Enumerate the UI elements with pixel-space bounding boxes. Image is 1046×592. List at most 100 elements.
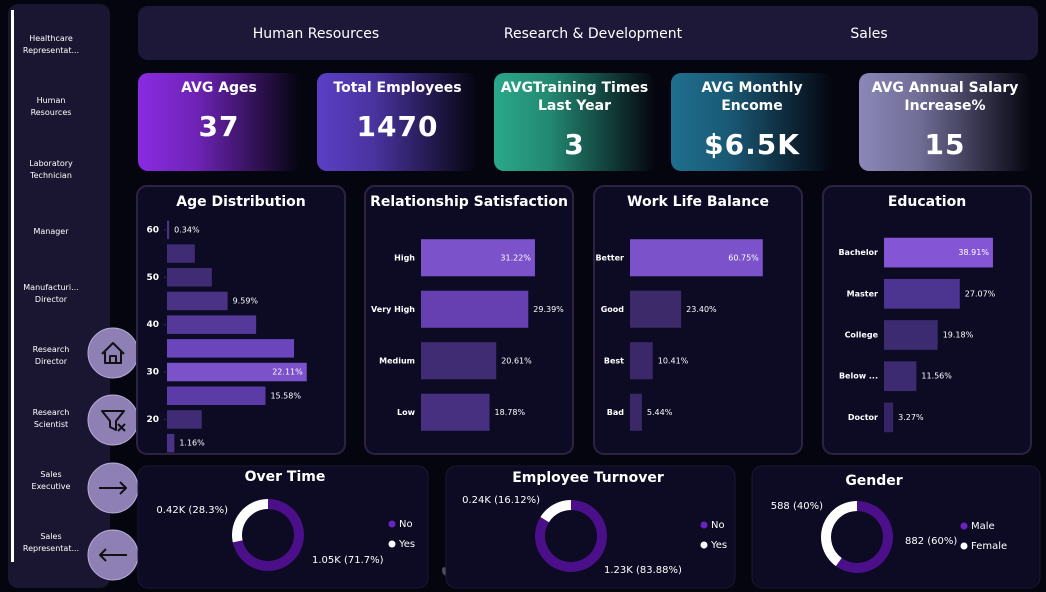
donut-slice xyxy=(820,501,857,567)
value-label: 0.42K (28.3%) xyxy=(156,505,228,516)
bar xyxy=(884,237,993,268)
legend-item[interactable]: No xyxy=(388,519,413,530)
y-tick-label: 20 xyxy=(146,415,159,425)
value-label: 9.59% xyxy=(233,296,259,305)
sidebar-item[interactable]: Sales Executive xyxy=(31,469,71,491)
value-label: 22.11% xyxy=(272,368,303,377)
value-label: 27.07% xyxy=(965,289,996,298)
kpi-label: AVGTraining Times Last Year xyxy=(500,80,649,114)
nav-button[interactable] xyxy=(87,529,139,581)
legend-marker xyxy=(700,541,708,549)
donut-slice xyxy=(540,500,571,523)
bar xyxy=(167,410,202,429)
kpi-value: 37 xyxy=(198,110,240,143)
value-label: 20.61% xyxy=(501,356,532,365)
sidebar-item[interactable]: Manufacturi... Director xyxy=(23,283,79,304)
category-label: Medium xyxy=(379,356,415,365)
tab[interactable]: Sales xyxy=(850,26,887,42)
chart-panel xyxy=(593,185,803,455)
category-label: Below ... xyxy=(839,372,878,381)
value-label: 588 (40%) xyxy=(771,501,823,512)
bar xyxy=(630,290,682,328)
nav-icon xyxy=(99,481,127,495)
bar xyxy=(421,239,535,277)
chart-title: Age Distribution xyxy=(176,194,305,210)
sidebar-item[interactable]: Laboratory Technician xyxy=(29,158,73,180)
nav-button[interactable] xyxy=(87,327,139,379)
y-tick-label: 30 xyxy=(146,368,159,378)
kpi-card: AVGTraining Times Last Year 3 xyxy=(494,73,655,171)
bar xyxy=(167,291,228,311)
legend-label: Yes xyxy=(710,540,727,551)
legend-marker xyxy=(960,542,968,550)
value-label: 0.24K (16.12%) xyxy=(462,495,540,506)
kpi-card: Total Employees 1470 xyxy=(317,73,478,171)
category-label: Very High xyxy=(371,305,415,314)
category-label: Good xyxy=(601,305,625,314)
bar xyxy=(421,290,529,328)
bar xyxy=(167,362,307,382)
tab[interactable]: Research & Development xyxy=(504,26,683,42)
kpi-value: 15 xyxy=(924,128,966,161)
category-label: Bachelor xyxy=(838,248,878,257)
bar xyxy=(421,393,490,431)
kpi-value: 3 xyxy=(564,128,585,161)
nav-button[interactable] xyxy=(87,394,139,446)
nav-icon xyxy=(99,548,127,562)
legend-item[interactable]: Yes xyxy=(700,540,728,551)
tab[interactable]: Human Resources xyxy=(253,26,379,42)
legend-label: Female xyxy=(971,541,1007,552)
bar xyxy=(421,342,497,380)
donut-slice xyxy=(232,499,268,543)
chart-panel xyxy=(137,465,429,589)
bar xyxy=(884,320,938,350)
category-label: Master xyxy=(847,289,878,298)
bar xyxy=(167,433,175,453)
category-label: Doctor xyxy=(848,413,878,422)
sidebar-item[interactable]: Healthcare Representat... xyxy=(22,34,80,55)
value-label: 0.34% xyxy=(174,225,200,234)
value-label: 18.78% xyxy=(495,408,526,417)
legend-item[interactable]: No xyxy=(700,520,725,531)
value-label: 11.56% xyxy=(921,372,952,381)
legend-item[interactable]: Female xyxy=(960,541,1008,552)
legend-item[interactable]: Yes xyxy=(388,539,416,550)
sidebar-item[interactable]: Manager xyxy=(33,226,69,236)
kpi-value: 1470 xyxy=(356,110,439,143)
legend-marker xyxy=(960,522,968,530)
sidebar-item[interactable]: Research Director xyxy=(32,345,70,367)
sidebar-item[interactable]: Human Resources xyxy=(30,96,72,118)
bar xyxy=(884,402,894,433)
value-label: 1.16% xyxy=(179,439,205,448)
nav-button[interactable] xyxy=(87,462,139,514)
value-label: 10.41% xyxy=(658,356,689,365)
chart-title: Gender xyxy=(845,473,902,489)
value-label: 5.44% xyxy=(647,408,673,417)
sidebar-item[interactable]: Research Scientist xyxy=(32,407,70,429)
y-tick-label: 50 xyxy=(146,273,159,283)
value-label: 1.23K (83.88%) xyxy=(604,565,682,576)
value-label: 29.39% xyxy=(533,305,564,314)
sidebar-item[interactable]: Sales Representat... xyxy=(22,532,80,553)
sidebar-panel xyxy=(8,4,110,588)
bar xyxy=(167,315,257,334)
value-label: 15.58% xyxy=(270,391,301,400)
category-label: High xyxy=(394,253,415,262)
donut-slice xyxy=(835,501,893,573)
legend-label: Yes xyxy=(398,539,415,550)
bar xyxy=(630,393,642,431)
bar xyxy=(167,220,170,240)
legend-marker xyxy=(700,521,708,529)
bar xyxy=(167,386,266,405)
chart-panel xyxy=(751,465,1041,589)
value-label: 31.22% xyxy=(500,253,531,262)
legend-item[interactable]: Male xyxy=(960,521,995,532)
bar xyxy=(630,342,653,380)
y-tick-label: 60 xyxy=(146,225,159,235)
kpi-label: AVG Ages xyxy=(181,80,257,96)
nav-icon xyxy=(101,342,125,364)
nav-button-circle xyxy=(87,394,139,446)
value-label: 882 (60%) xyxy=(905,536,957,547)
